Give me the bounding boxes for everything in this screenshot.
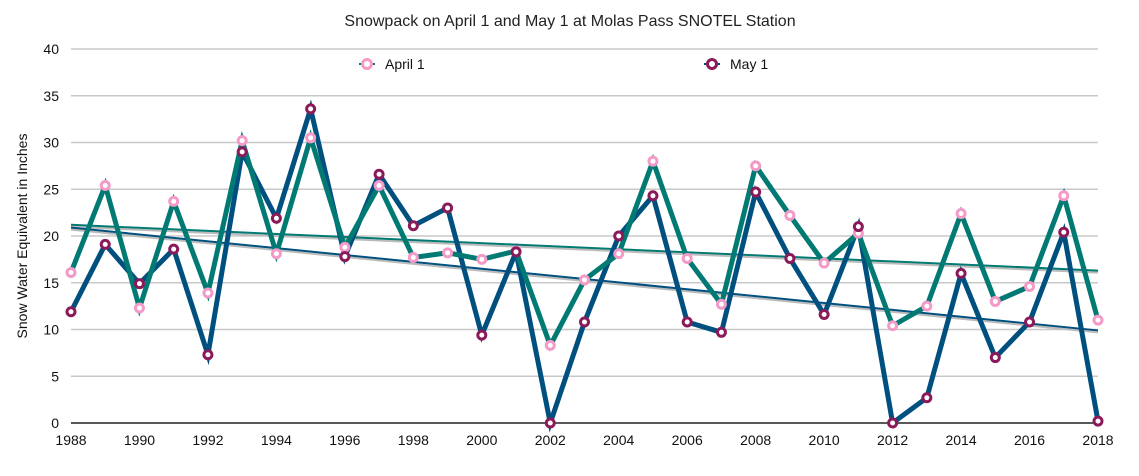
y-tick-label: 0 — [51, 415, 59, 431]
data-point — [407, 220, 419, 232]
data-point — [236, 135, 248, 147]
x-tick-label: 1998 — [398, 432, 429, 448]
data-point — [133, 302, 145, 314]
y-axis-label: Snow Water Equivalent in Inches — [14, 134, 30, 339]
data-point — [202, 349, 214, 361]
trendline-shadow — [70, 225, 1099, 274]
data-point — [373, 180, 385, 192]
data-point — [407, 252, 419, 264]
x-tick-label: 1992 — [192, 432, 223, 448]
data-point — [476, 329, 488, 341]
data-point — [442, 247, 454, 259]
data-point — [818, 257, 830, 269]
data-point — [270, 212, 282, 224]
data-point — [1092, 415, 1104, 427]
y-tick-label: 40 — [43, 41, 59, 57]
x-tick-label: 2004 — [603, 432, 634, 448]
data-point — [818, 309, 830, 321]
x-tick-label: 1996 — [329, 432, 360, 448]
data-point — [579, 274, 590, 286]
data-point — [65, 306, 77, 318]
data-point — [887, 320, 899, 332]
x-tick-label: 2012 — [877, 432, 908, 448]
data-point — [510, 246, 522, 258]
data-point — [579, 316, 590, 328]
data-point — [1024, 316, 1036, 328]
data-point — [681, 252, 693, 264]
data-point — [202, 287, 214, 299]
data-point — [955, 267, 967, 279]
y-tick-label: 5 — [51, 368, 59, 384]
chart-title: Snowpack on April 1 and May 1 at Molas P… — [344, 13, 795, 30]
data-point — [955, 208, 967, 220]
data-point — [613, 230, 625, 242]
data-point — [989, 295, 1001, 307]
data-point — [852, 221, 864, 233]
y-tick-label: 25 — [43, 181, 59, 197]
data-point — [784, 209, 796, 221]
data-point — [339, 251, 351, 263]
x-tick-label: 1990 — [124, 432, 155, 448]
x-tick-label: 2010 — [809, 432, 840, 448]
data-point — [750, 160, 762, 172]
data-point — [442, 202, 454, 214]
data-point — [887, 417, 899, 429]
x-tick-label: 2018 — [1082, 432, 1113, 448]
data-point — [544, 417, 556, 429]
data-point — [99, 238, 111, 250]
x-tick-label: 1988 — [55, 432, 86, 448]
data-point — [339, 241, 351, 253]
y-tick-label: 15 — [43, 275, 59, 291]
y-tick-label: 35 — [43, 88, 59, 104]
x-tick-label: 1994 — [261, 432, 292, 448]
data-point — [784, 252, 796, 264]
data-point — [236, 146, 248, 158]
data-point — [65, 266, 77, 278]
y-tick-label: 30 — [43, 135, 59, 151]
data-point — [99, 180, 111, 192]
x-tick-label: 2014 — [945, 432, 976, 448]
legend-label: April 1 — [385, 56, 425, 72]
data-point — [1024, 280, 1036, 292]
x-tick-label: 2006 — [672, 432, 703, 448]
data-point — [921, 392, 933, 404]
data-point — [989, 352, 1001, 364]
x-tick-label: 2000 — [466, 432, 497, 448]
data-point — [715, 298, 727, 310]
legend-label: May 1 — [730, 56, 768, 72]
data-point — [1058, 190, 1070, 202]
data-point — [647, 190, 659, 202]
x-tick-label: 2002 — [535, 432, 566, 448]
x-tick-label: 2016 — [1014, 432, 1045, 448]
data-point — [647, 155, 659, 167]
data-point — [681, 316, 693, 328]
y-tick-label: 10 — [43, 322, 59, 338]
data-point — [168, 195, 180, 207]
data-point — [305, 132, 317, 144]
data-point — [168, 243, 180, 255]
data-point — [921, 300, 933, 312]
data-point — [1092, 314, 1104, 326]
legend-marker — [361, 58, 373, 70]
data-point — [270, 248, 282, 260]
data-point — [476, 253, 488, 265]
y-tick-label: 20 — [43, 228, 59, 244]
legend-marker — [706, 58, 718, 70]
x-tick-label: 2008 — [740, 432, 771, 448]
data-point — [613, 248, 625, 260]
trendline — [70, 223, 1099, 272]
data-point — [373, 168, 385, 180]
data-point — [133, 278, 145, 290]
data-point — [1058, 226, 1070, 238]
data-point — [544, 339, 556, 351]
data-point — [715, 326, 727, 338]
data-point — [750, 186, 762, 198]
data-point — [305, 103, 317, 115]
